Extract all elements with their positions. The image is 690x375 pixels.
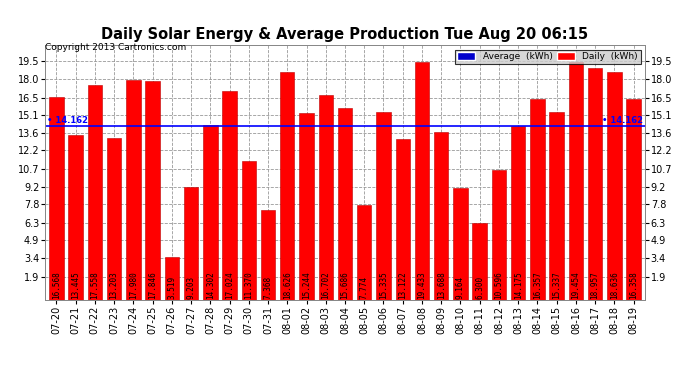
Text: 7.368: 7.368 bbox=[264, 275, 273, 298]
Bar bbox=[107, 138, 121, 300]
Text: 7.774: 7.774 bbox=[359, 275, 368, 298]
Bar bbox=[165, 257, 179, 300]
Bar bbox=[261, 210, 275, 300]
Bar bbox=[88, 85, 102, 300]
Text: 18.626: 18.626 bbox=[283, 271, 292, 298]
Text: 17.558: 17.558 bbox=[90, 271, 99, 298]
Text: 15.244: 15.244 bbox=[302, 271, 311, 298]
Text: 13.688: 13.688 bbox=[437, 271, 446, 298]
Bar bbox=[338, 108, 352, 300]
Bar bbox=[434, 132, 448, 300]
Text: 6.300: 6.300 bbox=[475, 275, 484, 298]
Text: 18.636: 18.636 bbox=[610, 271, 619, 298]
Bar bbox=[222, 91, 237, 300]
Text: • 14.162: • 14.162 bbox=[47, 116, 88, 125]
Text: 16.702: 16.702 bbox=[322, 271, 331, 298]
Text: • 14.162: • 14.162 bbox=[602, 116, 643, 125]
Bar bbox=[607, 72, 622, 300]
Bar bbox=[415, 62, 429, 300]
Text: 16.358: 16.358 bbox=[629, 271, 638, 298]
Bar bbox=[473, 223, 487, 300]
Bar bbox=[627, 99, 641, 300]
Bar bbox=[492, 170, 506, 300]
Text: Copyright 2013 Cartronics.com: Copyright 2013 Cartronics.com bbox=[45, 43, 186, 52]
Bar bbox=[549, 112, 564, 300]
Text: 15.337: 15.337 bbox=[552, 271, 561, 298]
Bar bbox=[319, 95, 333, 300]
Text: 19.433: 19.433 bbox=[417, 271, 426, 298]
Text: 13.445: 13.445 bbox=[71, 271, 80, 298]
Bar bbox=[68, 135, 83, 300]
Bar bbox=[280, 72, 295, 300]
Bar bbox=[146, 81, 160, 300]
Bar bbox=[376, 112, 391, 300]
Bar bbox=[357, 205, 371, 300]
Text: 13.203: 13.203 bbox=[110, 271, 119, 298]
Text: 17.846: 17.846 bbox=[148, 271, 157, 298]
Text: 9.203: 9.203 bbox=[186, 275, 195, 298]
Text: 17.980: 17.980 bbox=[129, 271, 138, 298]
Text: 16.357: 16.357 bbox=[533, 271, 542, 298]
Bar bbox=[203, 124, 217, 300]
Bar bbox=[299, 113, 314, 300]
Text: 15.686: 15.686 bbox=[340, 271, 350, 298]
Bar bbox=[241, 160, 256, 300]
Bar bbox=[511, 126, 525, 300]
Text: 19.454: 19.454 bbox=[571, 271, 580, 298]
Bar bbox=[184, 187, 198, 300]
Bar bbox=[453, 188, 468, 300]
Text: 17.024: 17.024 bbox=[225, 271, 234, 298]
Text: 14.175: 14.175 bbox=[513, 271, 522, 298]
Title: Daily Solar Energy & Average Production Tue Aug 20 06:15: Daily Solar Energy & Average Production … bbox=[101, 27, 589, 42]
Bar bbox=[530, 99, 544, 300]
Text: 11.370: 11.370 bbox=[244, 271, 253, 298]
Bar bbox=[126, 80, 141, 300]
Text: 3.519: 3.519 bbox=[168, 275, 177, 298]
Text: 15.335: 15.335 bbox=[379, 271, 388, 298]
Text: 13.122: 13.122 bbox=[398, 271, 407, 298]
Bar bbox=[49, 97, 63, 300]
Text: 18.957: 18.957 bbox=[591, 271, 600, 298]
Text: 14.302: 14.302 bbox=[206, 271, 215, 298]
Text: 16.568: 16.568 bbox=[52, 271, 61, 298]
Bar bbox=[588, 68, 602, 300]
Text: 9.164: 9.164 bbox=[456, 275, 465, 298]
Bar bbox=[569, 62, 583, 300]
Legend: Average  (kWh), Daily  (kWh): Average (kWh), Daily (kWh) bbox=[455, 50, 640, 64]
Text: 10.596: 10.596 bbox=[495, 271, 504, 298]
Bar bbox=[395, 139, 410, 300]
